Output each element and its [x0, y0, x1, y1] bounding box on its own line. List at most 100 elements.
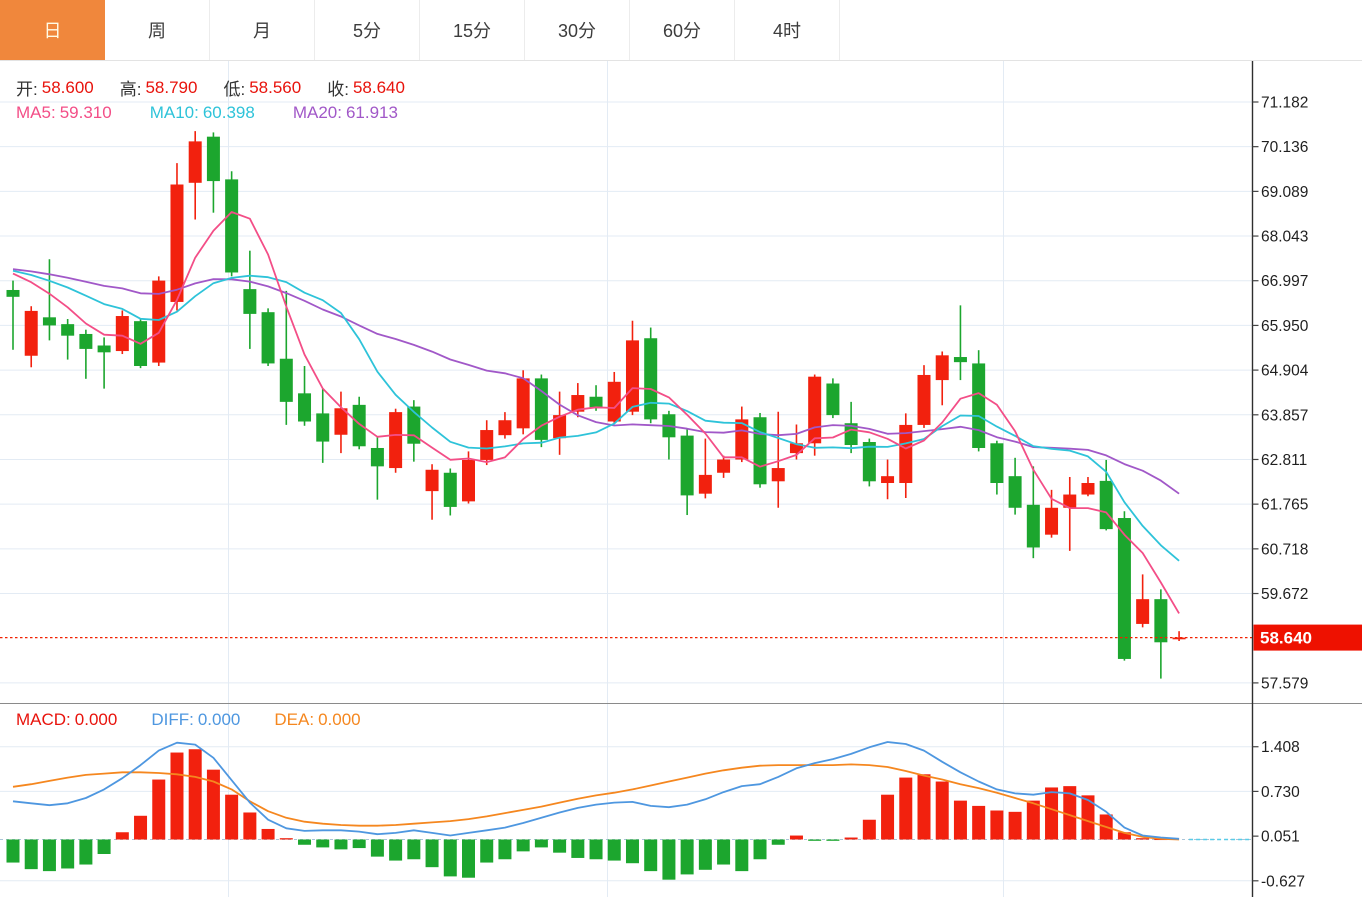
candle[interactable] [370, 436, 384, 500]
candle[interactable] [1063, 477, 1077, 551]
candle[interactable] [498, 412, 512, 439]
macd-bar[interactable] [389, 839, 403, 861]
macd-bar[interactable] [862, 819, 876, 840]
macd-bar[interactable] [1063, 786, 1077, 840]
macd-bar[interactable] [1026, 800, 1040, 840]
macd-bar[interactable] [298, 839, 312, 845]
macd-bar[interactable] [771, 839, 785, 845]
macd-bar[interactable] [462, 839, 475, 878]
macd-bar[interactable] [352, 839, 366, 849]
candle[interactable] [298, 365, 312, 426]
candle[interactable] [261, 308, 275, 366]
macd-bar[interactable] [662, 839, 676, 880]
candle[interactable] [115, 310, 129, 355]
macd-bar[interactable] [170, 752, 184, 840]
macd-bar[interactable] [1045, 787, 1059, 840]
macd-bar[interactable] [1117, 832, 1131, 840]
macd-bar[interactable] [972, 805, 986, 840]
tab-15min[interactable]: 15分 [420, 0, 525, 60]
macd-bar[interactable] [42, 839, 56, 872]
candle[interactable] [899, 413, 913, 498]
candle[interactable] [480, 420, 494, 466]
candle[interactable] [826, 378, 840, 419]
macd-bar[interactable] [61, 839, 75, 869]
macd-bar[interactable] [225, 794, 239, 840]
tab-60min[interactable]: 60分 [630, 0, 735, 60]
macd-bar[interactable] [261, 828, 275, 840]
candle[interactable] [644, 327, 658, 424]
tab-week[interactable]: 周 [105, 0, 210, 60]
candle[interactable] [97, 337, 111, 389]
macd-bar[interactable] [753, 839, 767, 860]
candle[interactable] [972, 350, 986, 452]
candle[interactable] [771, 411, 785, 508]
candle[interactable] [79, 329, 93, 379]
macd-bar[interactable] [789, 835, 803, 840]
tab-5min[interactable]: 5分 [315, 0, 420, 60]
candle[interactable] [1136, 574, 1150, 628]
macd-bar[interactable] [243, 812, 257, 840]
macd-bar[interactable] [1136, 838, 1150, 840]
candle[interactable] [1099, 459, 1113, 531]
macd-bar[interactable] [990, 810, 1004, 840]
candle[interactable] [516, 370, 530, 435]
macd-bar[interactable] [553, 839, 567, 853]
macd-bar[interactable] [370, 839, 384, 857]
candle[interactable] [243, 250, 257, 349]
macd-bar[interactable] [698, 839, 712, 870]
candle[interactable] [61, 319, 75, 360]
macd-bar[interactable] [334, 839, 348, 850]
candle[interactable] [735, 406, 749, 463]
macd-bar[interactable] [279, 838, 293, 840]
macd-bar[interactable] [516, 839, 530, 852]
macd-bar[interactable] [717, 839, 731, 865]
candle[interactable] [1154, 589, 1168, 679]
candle[interactable] [662, 410, 676, 460]
candle[interactable] [935, 351, 949, 406]
candle[interactable] [698, 438, 712, 499]
macd-bar[interactable] [917, 774, 931, 840]
candle[interactable] [225, 171, 239, 277]
macd-bar[interactable] [953, 800, 967, 840]
candle[interactable] [753, 412, 767, 488]
candle[interactable] [170, 163, 184, 311]
candle[interactable] [6, 280, 20, 350]
candle[interactable] [407, 400, 421, 462]
macd-bar[interactable] [425, 839, 439, 868]
macd-bar[interactable] [480, 839, 494, 863]
macd-bar[interactable] [206, 769, 220, 840]
tab-30min[interactable]: 30分 [525, 0, 630, 60]
tab-month[interactable]: 月 [210, 0, 315, 60]
candle[interactable] [607, 371, 621, 424]
macd-bar[interactable] [534, 839, 548, 848]
candle[interactable] [443, 468, 457, 516]
candle[interactable] [206, 132, 220, 213]
candle[interactable] [680, 428, 694, 516]
candle[interactable] [844, 401, 858, 454]
macd-bar[interactable] [443, 839, 457, 877]
tab-4hour[interactable]: 4时 [735, 0, 840, 60]
candle[interactable] [316, 388, 330, 463]
macd-bar[interactable] [316, 839, 330, 848]
candle[interactable] [1045, 489, 1059, 538]
macd-bar[interactable] [24, 839, 38, 870]
macd-bar[interactable] [1008, 811, 1022, 840]
candle[interactable] [553, 391, 567, 455]
candle[interactable] [279, 290, 293, 425]
macd-bar[interactable] [115, 832, 129, 840]
candle[interactable] [425, 464, 439, 520]
candle[interactable] [24, 306, 38, 368]
candle[interactable] [1081, 477, 1095, 497]
macd-bar[interactable] [625, 839, 639, 864]
candle[interactable] [1026, 466, 1040, 559]
candle[interactable] [152, 276, 166, 366]
candle[interactable] [862, 438, 876, 487]
macd-bar[interactable] [498, 839, 512, 860]
candle[interactable] [534, 374, 548, 448]
candle[interactable] [1172, 631, 1186, 642]
candle[interactable] [717, 455, 731, 478]
macd-bar[interactable] [899, 777, 913, 840]
macd-bar[interactable] [808, 839, 822, 841]
candle[interactable] [881, 459, 895, 500]
candle[interactable] [1117, 511, 1131, 661]
